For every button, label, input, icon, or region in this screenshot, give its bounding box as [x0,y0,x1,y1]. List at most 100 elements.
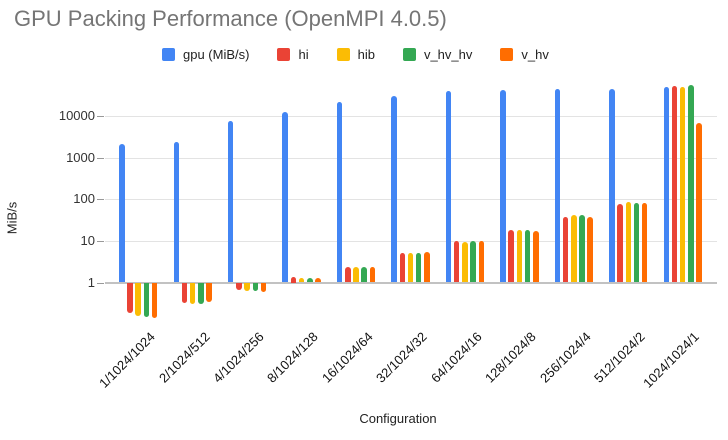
x-tick-label: 1/1024/1024 [96,329,158,391]
bar-v_hv[interactable] [315,278,321,283]
bar-v_hv_hv[interactable] [198,282,204,304]
legend-swatch-icon [402,48,416,61]
bar-hi[interactable] [617,204,623,283]
bar-v_hv[interactable] [260,282,267,292]
legend: gpu (MiB/s) hi hib v_hv_hv v_hv [162,47,549,62]
x-tick-label: 4/1024/256 [210,329,267,386]
bar-v_hv_hv[interactable] [143,282,150,317]
legend-item-hib: hib [336,47,375,62]
bar-hi[interactable] [181,282,188,304]
legend-item-v_hv_hv: v_hv_hv [402,47,473,62]
x-tick-label: 64/1024/16 [427,329,485,386]
bar-hi[interactable] [345,267,351,283]
bar-v_hv_hv[interactable] [633,202,640,283]
y-axis-title: MiB/s [4,201,20,235]
legend-swatch-icon [500,48,514,61]
bar-v_hv[interactable] [696,122,702,283]
bar-hib[interactable] [516,230,523,283]
bar-hib[interactable] [462,241,468,283]
bar-hib[interactable] [298,277,305,283]
bar-v_hv_hv[interactable] [579,215,585,283]
legend-item-v_hv: v_hv [500,47,549,62]
bar-hib[interactable] [571,214,577,283]
x-tick-label: 32/1024/32 [373,329,431,386]
x-axis-title: Configuration [359,411,437,426]
bar-gpu (MiB/s)[interactable] [336,101,343,283]
bar-gpu (MiB/s)[interactable] [282,112,288,283]
bar-v_hv_hv[interactable] [361,267,367,283]
bar-v_hv_hv[interactable] [307,278,313,283]
bar-hib[interactable] [625,202,631,283]
bar-hi[interactable] [127,282,133,314]
bar-gpu (MiB/s)[interactable] [227,120,234,283]
bar-gpu (MiB/s)[interactable] [119,144,125,283]
bar-hib[interactable] [407,253,414,283]
bar-v_hv[interactable] [424,252,430,283]
legend-swatch-icon [162,48,175,61]
bar-v_hv[interactable] [533,230,539,283]
legend-label: hib [357,47,375,62]
bar-gpu (MiB/s)[interactable] [609,89,615,283]
bar-gpu (MiB/s)[interactable] [173,141,179,283]
legend-swatch-icon [336,48,350,61]
bar-hi[interactable] [399,253,405,283]
bar-hi[interactable] [671,85,678,283]
bar-v_hv[interactable] [206,282,212,302]
y-tick-mark [97,240,104,242]
bar-gpu (MiB/s)[interactable] [663,87,670,283]
y-tick-label: 10 [80,232,95,248]
gridline [105,116,717,118]
y-tick-label: 10000 [58,108,95,124]
chart-title: GPU Packing Performance (OpenMPI 4.0.5) [14,6,447,31]
legend-item-hi: hi [277,47,309,62]
bar-v_hv[interactable] [369,267,376,283]
x-tick-label: 256/1024/4 [536,329,594,386]
bar-v_hv_hv[interactable] [470,240,476,283]
gridline [105,157,717,159]
x-tick-label: 512/1024/2 [591,329,648,386]
bar-v_hv[interactable] [641,203,648,283]
y-tick-mark [97,157,104,159]
legend-label: v_hv [521,47,549,62]
legend-label: gpu (MiB/s) [183,47,250,62]
bar-hib[interactable] [679,86,686,283]
bar-gpu (MiB/s)[interactable] [500,90,506,283]
x-tick-label: 16/1024/64 [318,329,376,386]
bar-v_hv_hv[interactable] [252,282,259,292]
bar-hib[interactable] [189,282,196,304]
bar-hi[interactable] [290,277,297,283]
bar-hib[interactable] [244,282,250,291]
bar-hi[interactable] [453,240,460,283]
bar-hib[interactable] [353,267,359,283]
bar-hi[interactable] [562,216,569,283]
bar-gpu (MiB/s)[interactable] [445,91,452,283]
bar-hi[interactable] [236,282,242,291]
x-tick-label: 128/1024/8 [482,329,539,386]
bar-hi[interactable] [508,230,514,283]
bar-v_hv[interactable] [478,240,485,283]
bar-v_hv_hv[interactable] [688,85,694,283]
y-tick-label: 1 [87,274,95,290]
legend-label: v_hv_hv [423,47,473,62]
legend-swatch-icon [277,48,291,61]
legend-label: hi [298,47,309,62]
x-tick-label: 1024/1024/1 [640,329,703,391]
bar-hib[interactable] [135,282,141,316]
y-tick-label: 100 [73,191,95,207]
legend-item-gpu (MiB/s): gpu (MiB/s) [162,47,249,62]
gridline [105,199,717,201]
y-tick-mark [97,199,104,201]
y-tick-label: 1000 [66,149,95,165]
x-tick-label: 2/1024/512 [155,329,213,386]
bar-gpu (MiB/s)[interactable] [391,95,397,283]
bar-v_hv_hv[interactable] [524,229,531,283]
gridline [105,240,717,242]
y-tick-mark [97,282,104,284]
gridline [105,281,717,284]
x-tick-label: 8/1024/128 [264,329,322,386]
bar-v_hv_hv[interactable] [415,252,422,283]
bar-v_hv[interactable] [587,216,593,283]
bar-gpu (MiB/s)[interactable] [554,88,561,283]
bar-v_hv[interactable] [151,282,158,319]
